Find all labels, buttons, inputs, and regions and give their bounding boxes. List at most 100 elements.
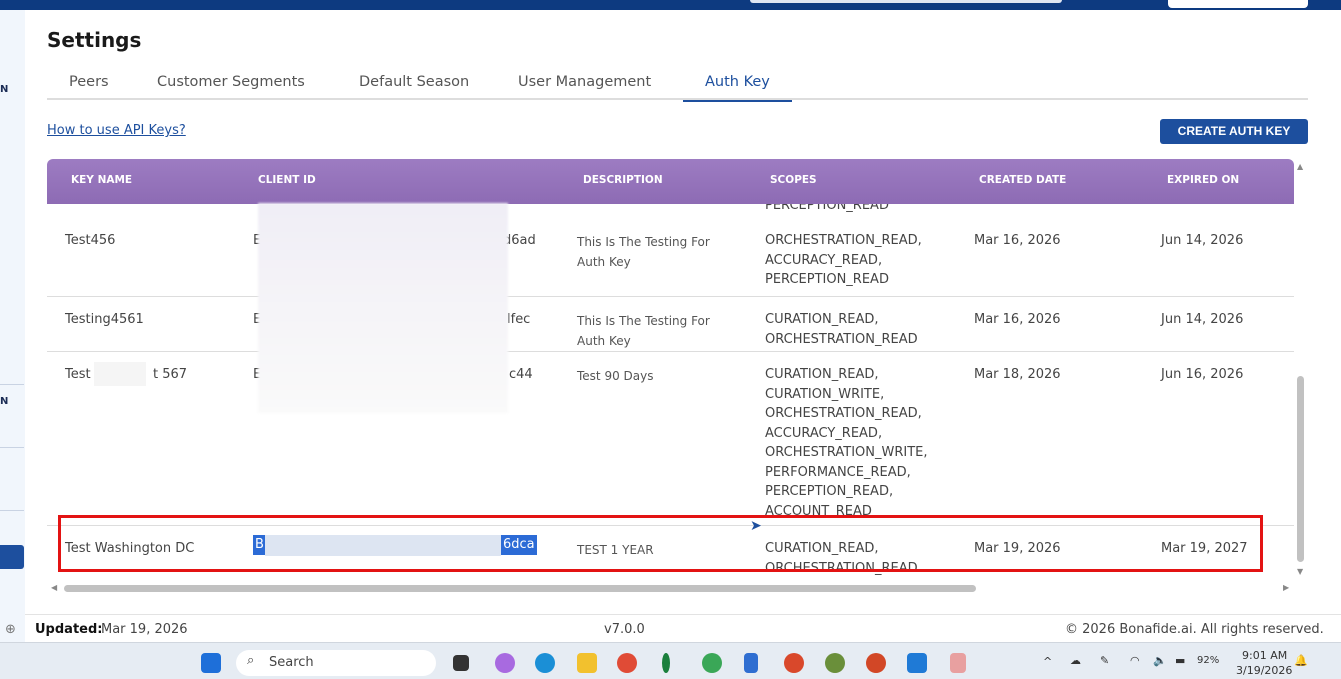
windows-start-icon[interactable] (201, 653, 221, 673)
footer: ⊕ Updated: Mar 19, 2026 v7.0.0 © 2026 Bo… (5, 614, 1341, 642)
updated-date: Mar 19, 2026 (101, 622, 188, 637)
redaction-blur (258, 203, 508, 413)
settings-tabs: Peers Customer Segments Default Season U… (47, 70, 1308, 102)
table-row[interactable]: Test t 567 E c44 Test 90 Days CURATION_R… (47, 352, 1294, 526)
powerpoint-icon[interactable] (866, 653, 886, 673)
copyright: © 2026 Bonafide.ai. All rights reserved. (1065, 622, 1324, 637)
scroll-down-icon[interactable]: ▼ (1297, 567, 1304, 576)
task-view-icon[interactable] (453, 655, 469, 671)
chrome-profile-icon[interactable] (784, 653, 804, 673)
table-row[interactable]: Testing4561 E lfec This Is The Testing F… (47, 297, 1294, 352)
divider (0, 447, 24, 448)
tab-user-management[interactable]: User Management (518, 74, 652, 90)
scroll-thumb[interactable] (1297, 376, 1304, 562)
tab-peers[interactable]: Peers (69, 74, 109, 90)
key-name-end: t 567 (153, 367, 188, 382)
sidebar-item[interactable]: N (0, 396, 9, 407)
key-name: Testing4561 (65, 312, 144, 327)
sidebar-item-active[interactable] (0, 545, 24, 569)
client-id-suffix: d6ad (503, 233, 536, 248)
search-icon: ⌕ (247, 653, 255, 668)
chrome-icon[interactable] (617, 653, 637, 673)
created-date: Mar 18, 2026 (974, 367, 1061, 382)
description: This Is The Testing For Auth Key (577, 314, 710, 348)
clock-date[interactable]: 3/19/2026 (1236, 664, 1293, 677)
scroll-right-icon[interactable]: ▶ (1283, 583, 1290, 592)
edge-icon[interactable] (535, 653, 555, 673)
client-id: E (253, 231, 261, 251)
global-search[interactable] (750, 0, 1062, 3)
expired-on: Mar 19, 2027 (1161, 541, 1248, 556)
description: This Is The Testing For Auth Key (577, 235, 710, 269)
client-id: B (253, 535, 266, 555)
tab-customer-segments[interactable]: Customer Segments (157, 74, 305, 90)
updated-label: Updated: (35, 622, 103, 637)
file-explorer-icon[interactable] (577, 653, 597, 673)
column-created-date[interactable]: CREATED DATE (979, 174, 1067, 186)
scroll-left-icon[interactable]: ◀ (51, 583, 58, 592)
expired-on: Jun 14, 2026 (1161, 233, 1244, 248)
logo (1168, 0, 1308, 8)
description: TEST 1 YEAR (577, 543, 654, 557)
client-id-suffix: c44 (509, 367, 533, 382)
selection-highlight (265, 535, 501, 556)
clock-time[interactable]: 9:01 AM (1242, 649, 1288, 662)
notepad-icon[interactable] (744, 653, 758, 673)
top-nav-bar (0, 0, 1341, 10)
client-id: E (253, 365, 261, 385)
client-id: E (253, 310, 261, 330)
column-scopes[interactable]: SCOPES (770, 174, 817, 186)
copilot-icon[interactable] (495, 653, 515, 673)
vertical-scrollbar[interactable]: ▲ ▼ (1294, 159, 1308, 581)
search-label: Search (269, 655, 314, 670)
volume-icon[interactable]: 🔈 (1153, 654, 1167, 667)
taskbar-search[interactable]: ⌕ Search (236, 650, 436, 676)
notification-icon[interactable]: 🔔 (1294, 654, 1308, 667)
battery-icon[interactable]: ▬ (1175, 654, 1186, 667)
column-client-id[interactable]: CLIENT ID (258, 174, 316, 186)
create-auth-key-button[interactable]: CREATE AUTH KEY (1160, 119, 1308, 144)
key-name: Test (65, 367, 91, 382)
divider (0, 510, 24, 511)
vscode-icon[interactable] (907, 653, 927, 673)
client-id-suffix: lfec (507, 312, 531, 327)
battery-level: 92% (1197, 655, 1220, 666)
version: v7.0.0 (604, 622, 645, 637)
redaction-blur (94, 362, 146, 386)
chrome-profile-icon[interactable] (825, 653, 845, 673)
scroll-thumb[interactable] (64, 585, 976, 592)
chrome-profile-icon[interactable] (702, 653, 722, 673)
globe-icon[interactable]: ⊕ (5, 622, 16, 637)
wifi-icon[interactable]: ◠ (1130, 654, 1140, 667)
mongodb-icon[interactable] (662, 653, 670, 673)
scopes: PERCEPTION_READ (765, 204, 889, 213)
sidebar-item[interactable]: N (0, 84, 9, 95)
client-id-suffix: 6dca (501, 535, 537, 555)
taskbar: ⌕ Search ^ ☁ ✎ ◠ 🔈 ▬ 92% 9:01 AM 3/19/202… (0, 642, 1341, 679)
pen-icon[interactable]: ✎ (1100, 654, 1110, 667)
column-key-name[interactable]: KEY NAME (71, 174, 133, 186)
created-date: Mar 16, 2026 (974, 233, 1061, 248)
column-expired-on[interactable]: EXPIRED ON (1167, 174, 1240, 186)
column-description[interactable]: DESCRIPTION (583, 174, 663, 186)
scroll-up-icon[interactable]: ▲ (1297, 162, 1304, 171)
table-header: KEY NAME CLIENT ID DESCRIPTION SCOPES CR… (47, 159, 1294, 204)
api-keys-help-link[interactable]: How to use API Keys? (47, 123, 186, 138)
network-icon[interactable]: ☁ (1070, 654, 1081, 667)
created-date: Mar 19, 2026 (974, 541, 1061, 556)
highlight-box (58, 515, 1263, 572)
scopes: CURATION_READ, CURATION_WRITE, ORCHESTRA… (765, 367, 928, 519)
scopes: ORCHESTRATION_READ, ACCURACY_READ, PERCE… (765, 233, 922, 287)
auth-key-table: PERCEPTION_READ Test456 E d6ad This Is T… (47, 204, 1294, 581)
expired-on: Jun 16, 2026 (1161, 367, 1244, 382)
key-name: Test Washington DC (65, 541, 195, 556)
horizontal-scrollbar[interactable]: ◀ ▶ (47, 581, 1294, 595)
tab-auth-key[interactable]: Auth Key (683, 74, 792, 102)
divider (0, 384, 24, 385)
snipping-tool-icon[interactable] (950, 653, 966, 673)
chevron-up-icon[interactable]: ^ (1043, 655, 1053, 668)
tab-default-season[interactable]: Default Season (359, 74, 470, 90)
table-row[interactable]: Test456 E d6ad This Is The Testing For A… (47, 218, 1294, 311)
mouse-cursor-icon: ➤ (750, 518, 762, 534)
page-title: Settings (47, 28, 142, 52)
